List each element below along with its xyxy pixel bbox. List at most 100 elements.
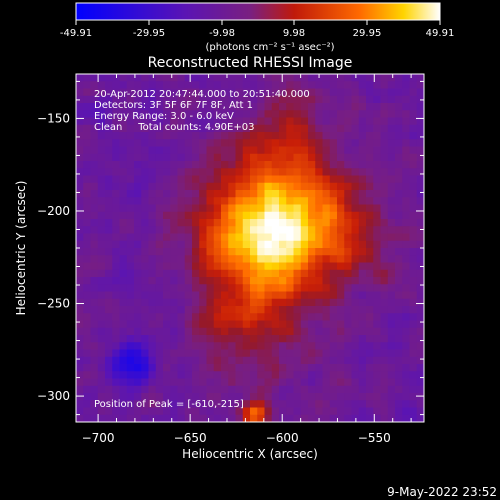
peak-position-label: Position of Peak = [-610,-215] [94,399,244,410]
heatmap-cell [177,298,186,307]
heatmap-cell [97,182,106,191]
heatmap-cell [83,371,91,379]
heatmap-cell [293,168,302,176]
heatmap-cell [300,248,309,256]
heatmap-cell [271,385,280,394]
heatmap-cell [250,153,258,162]
heatmap-cell [163,88,171,97]
heatmap-cell [322,182,331,191]
heatmap-cell [235,233,244,242]
heatmap-cell [264,219,273,227]
heatmap-cell [402,124,410,133]
heatmap-cell [315,306,323,314]
heatmap-cell [83,364,91,372]
heatmap-cell [134,248,142,256]
heatmap-cell [163,277,171,285]
heatmap-cell [250,204,258,213]
heatmap-cell [177,124,186,133]
heatmap-cell [221,132,229,140]
heatmap-cell [228,117,236,126]
heatmap-cell [112,407,120,416]
heatmap-cell [315,190,323,198]
heatmap-cell [148,88,157,97]
heatmap-cell [380,291,389,300]
heatmap-cell [308,393,316,401]
heatmap-cell [97,284,106,292]
heatmap-cell [242,110,251,118]
heatmap-cell [358,385,367,394]
heatmap-cell [170,414,178,423]
heatmap-cell [177,414,186,423]
heatmap-cell [163,175,171,184]
heatmap-cell [380,95,389,104]
heatmap-cell [409,414,418,423]
heatmap-cell [112,349,120,358]
heatmap-cell [199,168,207,176]
heatmap-cell [206,320,215,329]
heatmap-cell [163,284,171,292]
heatmap-cell [322,161,331,169]
heatmap-cell [250,335,258,343]
heatmap-cell [228,153,236,162]
heatmap-cell [380,117,389,126]
heatmap-cell [315,204,323,213]
heatmap-cell [126,219,135,227]
heatmap-cell [221,168,229,176]
heatmap-cell [97,175,106,184]
heatmap-cell [315,95,323,104]
heatmap-cell [163,262,171,271]
heatmap-cell [141,153,149,162]
heatmap-cell [112,103,120,111]
heatmap-cell [228,175,236,184]
heatmap-cell [271,378,280,387]
heatmap-cell [112,378,120,387]
heatmap-cell [170,262,178,271]
heatmap-cell [337,255,345,263]
heatmap-cell [170,153,178,162]
heatmap-cell [315,161,323,169]
heatmap-cell [250,262,258,271]
heatmap-cell [395,139,403,147]
heatmap-cell [192,124,200,133]
heatmap-cell [155,400,164,408]
info-block: 20-Apr-2012 20:47:44.000 to 20:51:40.000… [94,89,310,133]
heatmap-cell [344,117,352,126]
heatmap-cell [366,364,374,372]
heatmap-cell [315,320,323,329]
heatmap-cell [344,168,352,176]
heatmap-cell [141,190,149,198]
heatmap-cell [387,74,396,82]
heatmap-cell [126,124,135,133]
heatmap-cell [105,335,113,343]
heatmap-cell [322,124,331,133]
heatmap-cell [90,95,99,104]
heatmap-cell [286,88,294,97]
heatmap-cell [192,197,200,205]
heatmap-cell [141,95,149,104]
heatmap-cell [271,88,280,97]
heatmap-cell [409,262,418,271]
heatmap-cell [264,335,273,343]
heatmap-cell [148,349,157,358]
heatmap-cell [308,190,316,198]
heatmap-cell [206,269,215,278]
heatmap-cell [308,197,316,205]
heatmap-cell [279,378,287,387]
heatmap-cell [177,400,186,408]
heatmap-cell [184,400,193,408]
heatmap-cell [213,284,222,292]
heatmap-cell [358,407,367,416]
heatmap-cell [286,132,294,140]
heatmap-cell [134,161,142,169]
heatmap-cell [264,255,273,263]
heatmap-cell [90,248,99,256]
heatmap-cell [76,378,84,387]
heatmap-cell [112,117,120,126]
heatmap-cell [373,291,381,300]
heatmap-cell [250,248,258,256]
heatmap-cell [250,400,258,408]
heatmap-cell [228,248,236,256]
heatmap-cell [141,168,149,176]
heatmap-cell [387,262,396,271]
heatmap-cell [148,110,157,118]
